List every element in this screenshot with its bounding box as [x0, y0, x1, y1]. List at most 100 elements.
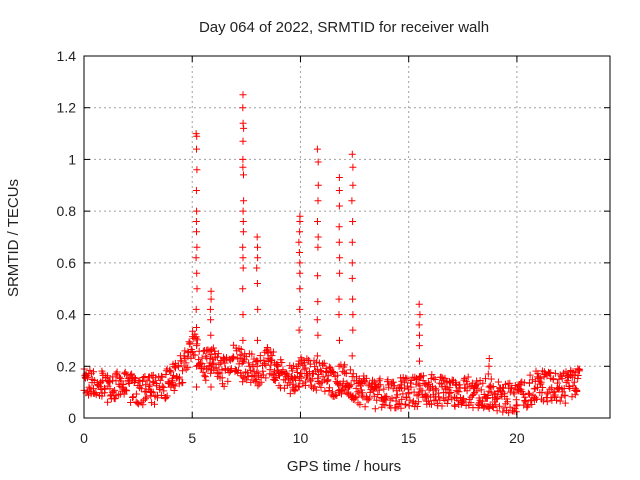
- data-point: [441, 374, 449, 382]
- data-point: [336, 269, 344, 277]
- data-point: [284, 371, 292, 379]
- data-point: [179, 367, 186, 375]
- data-point: [193, 228, 200, 236]
- data-point: [142, 395, 149, 403]
- data-points: [80, 91, 583, 417]
- data-point: [301, 359, 309, 367]
- data-point: [455, 388, 463, 396]
- data-point: [348, 274, 356, 282]
- data-point: [312, 386, 320, 394]
- axis-ticks: 0 0.2 0.4 0.6 0.8 1 1.2 1.4 0 5 10 15 20: [57, 48, 610, 446]
- y-tick-label: 0.6: [57, 255, 77, 271]
- data-point: [192, 130, 200, 138]
- data-point: [380, 385, 388, 393]
- data-point: [428, 400, 435, 408]
- data-point: [259, 367, 267, 375]
- data-point: [307, 377, 315, 385]
- data-point: [345, 382, 353, 390]
- data-point: [202, 373, 210, 381]
- data-point: [554, 379, 561, 387]
- data-point: [398, 395, 406, 403]
- data-point: [556, 397, 564, 405]
- data-point: [505, 409, 513, 417]
- data-point: [348, 238, 356, 246]
- data-point: [221, 359, 229, 367]
- data-point: [484, 370, 492, 378]
- data-point: [288, 367, 296, 375]
- data-point: [443, 400, 451, 407]
- x-axis-label: GPS time / hours: [287, 458, 401, 475]
- data-point: [302, 364, 310, 372]
- data-point: [139, 377, 147, 385]
- data-point: [272, 374, 280, 382]
- data-point: [325, 363, 333, 371]
- data-point: [214, 350, 222, 358]
- data-point: [254, 336, 261, 344]
- data-point: [193, 342, 201, 350]
- data-point: [334, 371, 342, 379]
- x-tick-label: 5: [188, 430, 196, 446]
- data-point: [163, 392, 171, 400]
- data-point: [374, 391, 382, 398]
- data-point: [193, 243, 201, 251]
- data-point: [193, 166, 201, 174]
- data-point: [467, 399, 475, 407]
- data-point: [512, 396, 520, 404]
- data-point: [239, 357, 247, 365]
- data-point: [391, 382, 399, 390]
- data-point: [336, 254, 344, 262]
- data-point: [283, 369, 291, 377]
- data-point: [193, 145, 200, 153]
- data-point: [330, 369, 338, 377]
- data-point: [396, 385, 404, 393]
- data-point: [527, 397, 535, 405]
- data-point: [192, 187, 200, 194]
- data-point: [335, 202, 343, 210]
- data-point: [207, 295, 215, 303]
- data-point: [105, 378, 113, 386]
- data-point: [123, 387, 131, 395]
- data-point: [349, 326, 357, 334]
- data-point: [543, 398, 551, 406]
- data-point: [300, 365, 308, 373]
- data-point: [524, 389, 532, 397]
- data-point: [539, 397, 547, 405]
- data-point: [85, 383, 93, 391]
- data-point: [348, 373, 356, 381]
- data-point: [349, 393, 357, 401]
- data-point: [295, 326, 303, 334]
- data-point: [421, 391, 429, 399]
- data-point: [119, 380, 127, 388]
- data-point: [416, 388, 424, 396]
- data-point: [84, 374, 91, 382]
- data-point: [254, 243, 261, 251]
- data-point: [551, 369, 559, 377]
- data-point: [485, 362, 493, 370]
- data-point: [149, 388, 157, 396]
- data-point: [424, 379, 432, 387]
- data-point: [383, 392, 391, 400]
- data-point: [90, 389, 98, 397]
- data-point: [170, 387, 178, 394]
- data-point: [154, 394, 161, 402]
- data-point: [249, 361, 257, 369]
- data-point: [335, 295, 343, 303]
- data-point: [474, 380, 482, 388]
- data-point: [364, 396, 372, 404]
- data-point: [160, 383, 168, 391]
- data-point: [109, 388, 117, 396]
- data-point: [286, 390, 294, 398]
- data-point: [207, 369, 215, 377]
- data-point: [558, 375, 566, 383]
- data-point: [556, 371, 564, 379]
- data-point: [220, 382, 228, 390]
- data-point: [106, 385, 114, 393]
- data-point: [237, 369, 245, 377]
- data-point: [293, 365, 301, 373]
- data-point: [538, 388, 546, 396]
- data-point: [325, 387, 333, 394]
- data-point: [512, 408, 520, 416]
- data-point: [431, 376, 439, 383]
- data-point: [570, 378, 578, 386]
- data-point: [230, 354, 238, 361]
